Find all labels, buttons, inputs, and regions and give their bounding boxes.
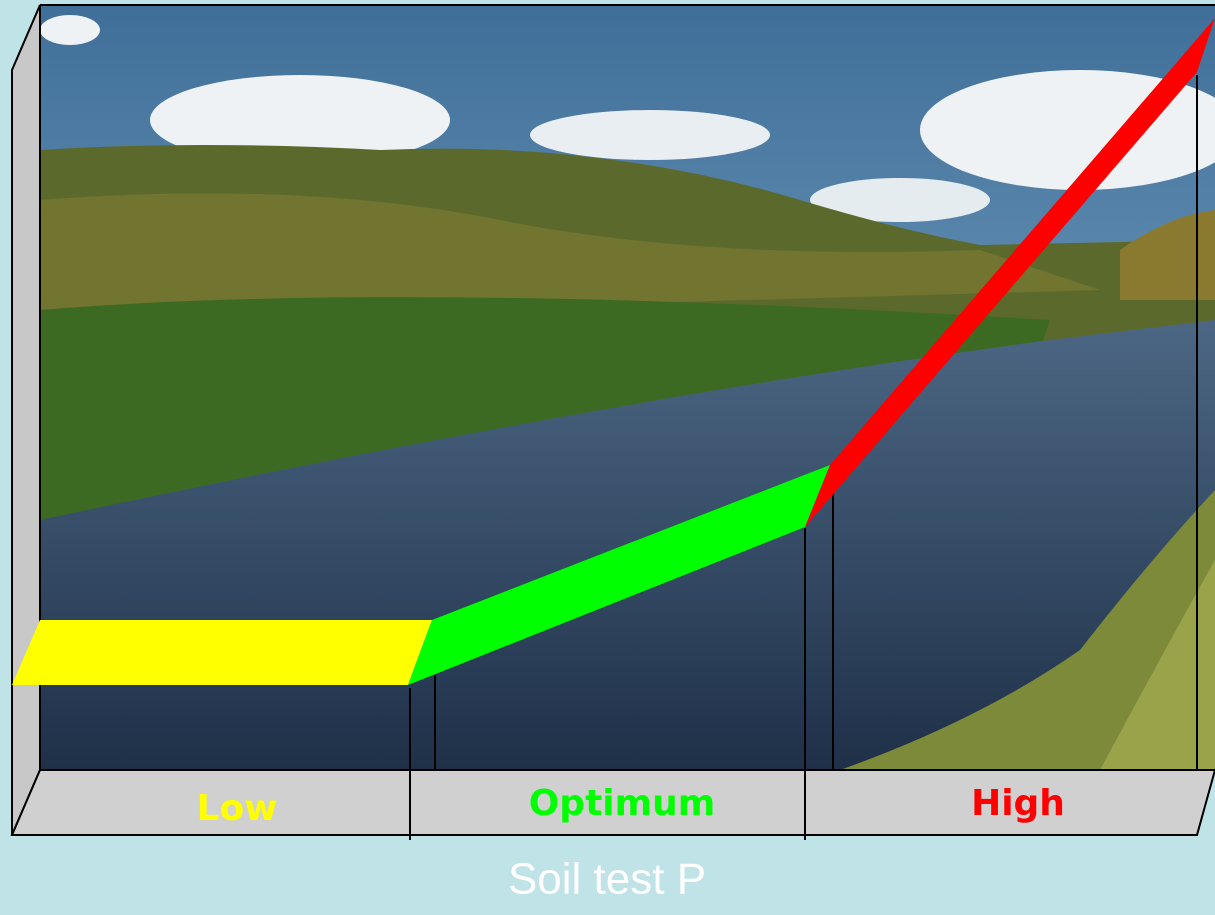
floor [10,769,1215,836]
zone-label: Low [197,788,278,829]
zone-label: Optimum [529,783,716,824]
high-segment [805,18,1215,527]
zone-label: High [971,783,1065,824]
low-segment [12,620,432,685]
axis-title: Soil test P [508,855,706,904]
side-wall [11,4,41,836]
optimum-segment [408,465,830,685]
